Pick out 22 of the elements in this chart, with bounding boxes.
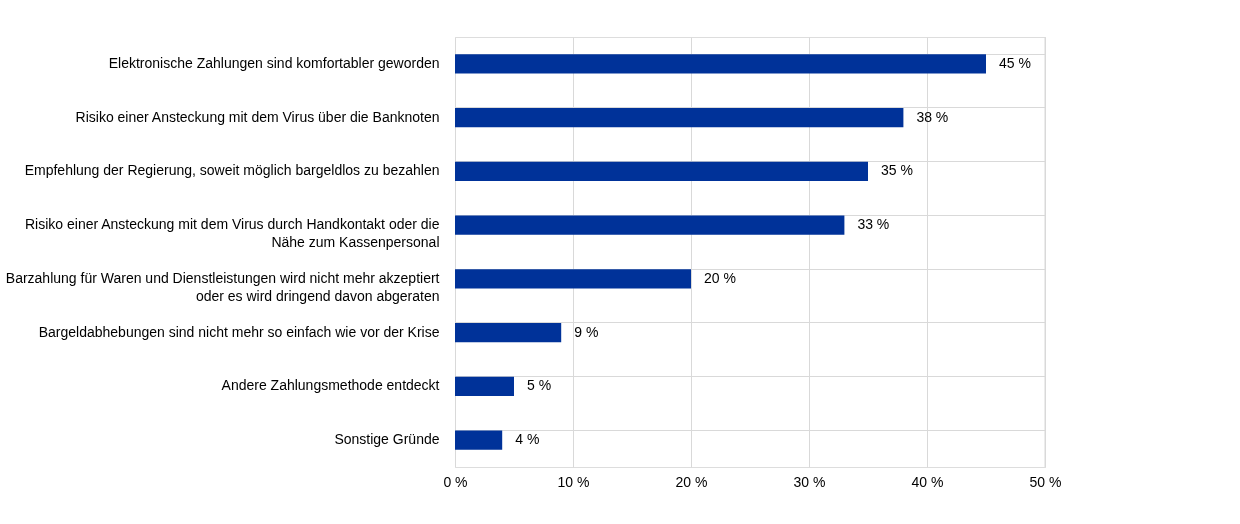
data-label: 20 % (704, 269, 736, 286)
y-tick-label: Barzahlung für Waren und Dienstleistungen wird nicht mehr akzeptiert oder es wird dringend davon abgeraten (5, 269, 440, 304)
data-label: 5 % (527, 377, 552, 394)
data-label: 9 % (574, 323, 599, 340)
data-label: 45 % (999, 54, 1031, 71)
x-tick-label: 50 % (1029, 473, 1062, 490)
y-tick-label: Empfehlung der Regierung, soweit möglich bargeldlos zu bezahlen (24, 162, 440, 179)
data-label: 4 % (515, 431, 540, 448)
x-tick-label: 0 % (443, 473, 468, 490)
x-tick-label: 30 % (793, 473, 826, 490)
y-tick-label: Bargeldabhebungen sind nicht mehr so einfach wie vor der Krise (38, 323, 440, 340)
y-tick-label: Sonstige Gründe (334, 431, 440, 448)
x-tick-label: 20 % (675, 473, 708, 490)
y-tick-label: Andere Zahlungsmethode entdeckt (221, 377, 440, 394)
data-label: 38 % (916, 108, 949, 125)
x-tick-label: 40 % (911, 473, 944, 490)
y-tick-label: Elektronische Zahlungen sind komfortabler geworden (108, 54, 440, 71)
y-tick-label: Risiko einer Ansteckung mit dem Virus über die Banknoten (75, 108, 440, 125)
data-label: 35 % (881, 162, 913, 179)
y-tick-label: Risiko einer Ansteckung mit dem Virus durch Handkontakt oder die Nähe zum Kassenpersonal (24, 216, 440, 251)
data-label: 33 % (857, 216, 890, 233)
x-tick-label: 10 % (557, 473, 590, 490)
